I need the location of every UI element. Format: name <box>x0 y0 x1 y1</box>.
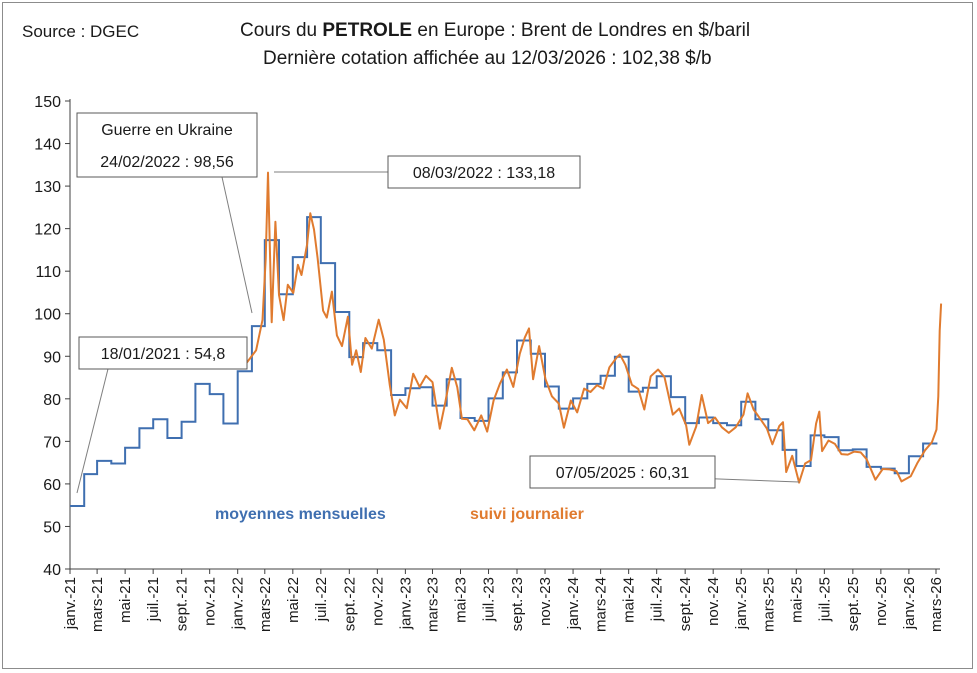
x-tick-label: mai-25 <box>788 577 805 623</box>
x-tick-label: janv.-24 <box>565 577 582 630</box>
x-tick-label: nov.-23 <box>537 577 554 626</box>
x-tick-label: sept.-23 <box>509 577 526 631</box>
y-tick-label: 60 <box>43 477 61 494</box>
x-tick-label: juil.-21 <box>145 577 162 622</box>
x-tick-label: janv.-21 <box>62 577 79 630</box>
annotation-text: 24/02/2022 : 98,56 <box>100 154 234 171</box>
y-tick-label: 120 <box>34 222 61 239</box>
annotation-text: 07/05/2025 : 60,31 <box>556 465 690 482</box>
annotation-leader-line <box>221 176 253 314</box>
annotation-box <box>529 455 716 489</box>
y-tick-label: 80 <box>43 392 61 409</box>
x-tick-label: mars-25 <box>760 577 777 632</box>
y-tick-label: 150 <box>34 94 61 111</box>
x-tick-label: mars-23 <box>424 577 441 632</box>
legend-label: moyennes mensuelles <box>215 506 386 523</box>
annotation-box <box>78 336 248 370</box>
annotation-box <box>76 112 258 178</box>
x-tick-label: mai-22 <box>285 577 302 623</box>
y-tick-label: 40 <box>43 562 61 579</box>
x-tick-label: juil.-25 <box>816 577 833 622</box>
y-tick-label: 100 <box>34 307 61 324</box>
title-bold: PETROLE <box>322 20 413 41</box>
annotation-text: 18/01/2021 : 54,8 <box>101 346 226 363</box>
chart-subtitle: Dernière cotation affichée au 12/03/2026… <box>263 48 712 69</box>
x-tick-label: nov.-22 <box>369 577 386 626</box>
y-tick-label: 50 <box>43 519 61 536</box>
y-tick-label: 140 <box>34 137 61 154</box>
title-suffix: en Europe : Brent de Londres en $/baril <box>412 20 751 41</box>
y-tick-label: 110 <box>35 264 61 281</box>
annotation-leader-line <box>76 368 109 494</box>
x-tick-label: juil.-23 <box>481 577 498 622</box>
y-tick-label: 130 <box>34 179 61 196</box>
x-tick-label: janv.-23 <box>397 577 414 630</box>
legend-label: suivi journalier <box>470 506 584 523</box>
x-tick-label: mai-24 <box>621 577 638 623</box>
x-tick-label: sept.-22 <box>341 577 358 631</box>
x-tick-label: janv.-25 <box>733 577 750 630</box>
x-tick-label: mai-23 <box>453 577 470 623</box>
y-tick-label: 70 <box>43 434 61 451</box>
x-tick-label: juil.-24 <box>649 577 666 622</box>
series-line-monthly <box>70 216 938 507</box>
y-tick-label: 90 <box>43 349 61 366</box>
x-tick-label: mars-21 <box>89 577 106 632</box>
x-tick-label: janv.-22 <box>230 577 247 630</box>
x-tick-label: mai-21 <box>117 577 134 623</box>
title-prefix: Cours du <box>240 20 323 41</box>
x-tick-label: nov.-24 <box>705 577 722 626</box>
x-tick-label: nov.-21 <box>202 577 219 626</box>
x-tick-label: sept.-24 <box>677 577 694 631</box>
x-tick-label: mars-22 <box>257 577 274 632</box>
annotation-box <box>387 155 581 189</box>
x-tick-label: sept.-25 <box>845 577 862 631</box>
x-tick-label: mars-26 <box>928 577 945 632</box>
chart-title: Cours du PETROLE en Europe : Brent de Lo… <box>240 20 750 42</box>
annotation-text: 08/03/2022 : 133,18 <box>413 165 555 182</box>
annotation-text: Guerre en Ukraine <box>101 122 233 139</box>
x-tick-label: sept.-21 <box>174 577 191 631</box>
series-line-daily <box>245 171 943 484</box>
x-tick-label: mars-24 <box>593 577 610 632</box>
x-tick-label: janv.-26 <box>901 577 918 630</box>
x-tick-label: nov.-25 <box>873 577 890 626</box>
source-label: Source : DGEC <box>22 22 140 41</box>
x-tick-label: juil.-22 <box>313 577 330 622</box>
